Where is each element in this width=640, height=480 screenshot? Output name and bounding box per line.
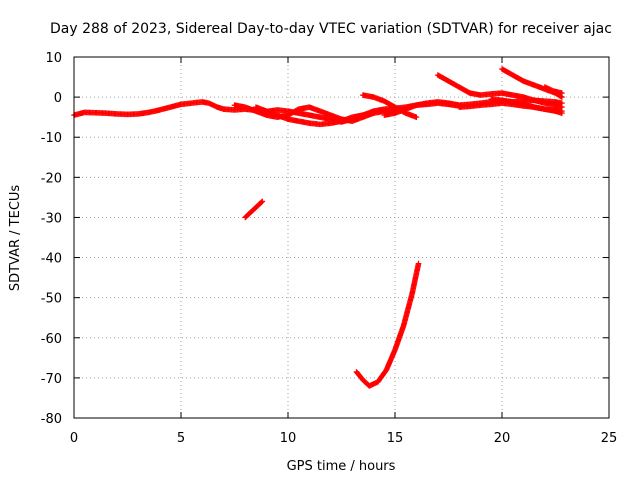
series-arc-7 [435, 72, 565, 110]
data-point [415, 260, 422, 267]
y-tick-label: -20 [41, 171, 62, 186]
data-point [258, 199, 265, 206]
y-tick-label: -60 [41, 332, 62, 347]
series-arc-13 [353, 260, 422, 389]
x-tick-label: 10 [280, 431, 297, 446]
data-point [559, 90, 565, 96]
plot-series [71, 66, 565, 389]
y-tick-label: -40 [41, 252, 62, 267]
chart-title: Day 288 of 2023, Sidereal Day-to-day VTE… [50, 21, 612, 37]
x-tick-label: 0 [70, 431, 78, 446]
plot-frame [73, 56, 610, 419]
data-point [370, 110, 377, 116]
y-tick-label: -30 [41, 211, 62, 226]
data-point [413, 114, 420, 120]
y-tick-label: 0 [54, 91, 62, 106]
data-point [559, 110, 565, 116]
y-axis-label: SDTVAR / TECUs [8, 185, 23, 292]
y-tick-label: -80 [41, 412, 62, 427]
x-tick-label: 15 [387, 431, 404, 446]
x-tick-labels: 0 5 10 15 20 25 [70, 431, 617, 446]
series-arc-4 [253, 104, 377, 128]
y-tick-label: 10 [45, 51, 62, 66]
y-tick-label: -50 [41, 292, 62, 307]
series-arc-1 [71, 99, 227, 118]
x-tick-label: 5 [177, 431, 185, 446]
series-arc-12 [242, 198, 266, 221]
x-axis-label: GPS time / hours [287, 459, 396, 474]
y-tick-label: -10 [41, 131, 62, 146]
series-arc-11 [542, 84, 565, 96]
x-tick-label: 20 [494, 431, 511, 446]
y-tick-labels: 10 0 -10 -20 -30 -40 -50 -60 -70 -80 [41, 51, 62, 427]
series-arc-9 [488, 96, 565, 116]
x-tick-label: 25 [601, 431, 618, 446]
y-tick-label: -70 [41, 372, 62, 387]
data-point [259, 198, 266, 205]
